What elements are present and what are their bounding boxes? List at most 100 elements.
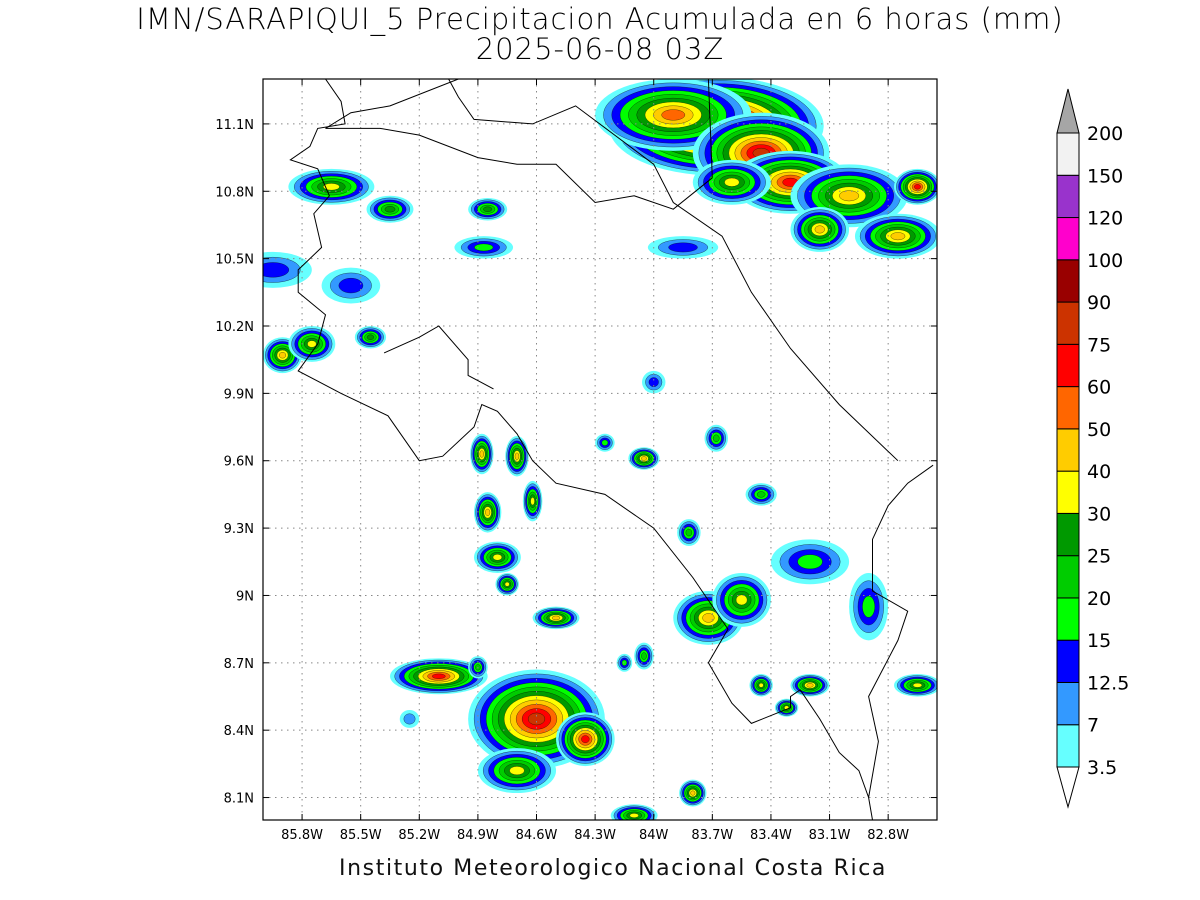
colorbar-swatch <box>1056 132 1080 176</box>
rain-contour-band <box>263 262 290 278</box>
colorbar-swatch <box>1056 343 1080 388</box>
rain-contour-band <box>530 497 535 506</box>
rain-contour-band <box>702 613 715 623</box>
rain-cell <box>288 326 336 362</box>
rain-cell <box>770 539 850 585</box>
rain-contour-band <box>685 528 693 537</box>
border-segment <box>868 464 934 798</box>
colorbar-lower-arrow <box>1056 766 1080 809</box>
rain-cell <box>749 674 773 697</box>
colorbar-label: 50 <box>1087 419 1111 441</box>
colorbar-label: 3.5 <box>1087 757 1117 779</box>
colorbar-swatch <box>1056 386 1080 430</box>
border-segment <box>707 79 713 178</box>
latitude-axis: 8.1N 8.4N 8.7N 9N 9.3N 9.6N 9.9N 10.2N 10.5N 10.8… <box>215 118 937 807</box>
border-segment <box>325 127 713 210</box>
colorbar-swatch <box>1056 217 1080 261</box>
colorbar-label: 100 <box>1087 250 1123 272</box>
rain-cell <box>473 541 521 573</box>
rain-cell <box>634 642 654 670</box>
rain-cell <box>647 236 719 259</box>
rain-contour-band <box>690 790 696 796</box>
rain-cell <box>263 251 312 288</box>
rain-contour-band <box>514 452 520 460</box>
rain-cell <box>595 433 615 452</box>
colorbar-label: 120 <box>1087 208 1123 230</box>
rain-contour-band <box>492 554 503 561</box>
rain-contour-band <box>485 508 491 516</box>
rain-contour-band <box>509 766 525 776</box>
lat-tick-label: 9.6N <box>224 455 254 470</box>
lon-tick-label: 84.6W <box>516 828 558 843</box>
rain-cell <box>454 236 514 259</box>
lon-tick-label: 84.3W <box>574 828 616 843</box>
rain-contour-band <box>551 615 561 621</box>
rain-cell <box>389 658 488 695</box>
rain-cell <box>505 436 529 477</box>
map-title: IMN/SARAPIQUI_5 Precipitacion Acumulada … <box>136 2 1064 36</box>
colorbar-swatch <box>1056 597 1080 641</box>
lat-tick-label: 8.1N <box>224 792 254 807</box>
colorbar: 3.5 7 12.5 15 20 25 30 40 50 60 75 90 100 120 150 200 <box>1056 88 1129 809</box>
colorbar-swatch <box>1056 724 1080 768</box>
plot-frame <box>262 78 938 821</box>
rain-cell <box>894 674 937 697</box>
rain-cell <box>692 159 771 205</box>
lat-tick-label: 9.9N <box>224 387 254 402</box>
rain-cell <box>477 748 557 794</box>
rain-contour-band <box>797 554 823 570</box>
rain-cell <box>470 433 494 475</box>
colorbar-label: 60 <box>1087 377 1111 399</box>
rain-contour-band <box>384 206 396 213</box>
rain-contour-band <box>432 673 446 679</box>
rain-contour-band <box>474 243 494 252</box>
rain-cell <box>522 480 543 522</box>
lat-tick-label: 9N <box>236 589 254 604</box>
colorbar-label: 25 <box>1087 546 1111 568</box>
rain-contour-band <box>338 277 364 294</box>
colorbar-swatch <box>1056 301 1080 345</box>
colorbar-swatch <box>1056 174 1080 219</box>
rain-cell <box>790 206 850 252</box>
rain-contour-band <box>581 735 590 744</box>
lon-tick-label: 83.4W <box>750 828 792 843</box>
lon-tick-label: 84.9W <box>457 828 499 843</box>
rain-cell <box>704 424 728 452</box>
lat-tick-label: 10.8N <box>215 185 254 200</box>
lat-tick-label: 10.2N <box>215 320 254 335</box>
lon-tick-label: 85.8W <box>281 828 323 843</box>
lon-tick-label: 84W <box>639 828 669 843</box>
lat-tick-label: 9.3N <box>224 522 254 537</box>
rain-contour-band <box>890 232 906 241</box>
rain-contour-band <box>912 682 923 688</box>
colorbar-label: 90 <box>1087 292 1111 314</box>
rain-cell <box>610 804 658 820</box>
colorbar-swatch <box>1056 470 1080 514</box>
rain-contour-band <box>735 594 748 606</box>
rain-contour-band <box>806 683 814 688</box>
colorbar-label: 75 <box>1087 334 1111 356</box>
rain-contour-band <box>758 682 764 688</box>
rain-contour-band <box>322 183 340 191</box>
rain-cell <box>745 483 777 506</box>
rain-cell <box>468 198 508 221</box>
rain-cell <box>321 267 381 304</box>
rain-contour-band <box>403 713 416 725</box>
colorbar-label: 150 <box>1087 165 1123 187</box>
rain-contour-band <box>279 351 287 359</box>
rain-cell <box>774 698 799 717</box>
rain-contour-band <box>641 652 647 660</box>
rain-contour-band <box>504 581 510 587</box>
colorbar-label: 20 <box>1087 588 1111 610</box>
rain-contour-band <box>641 456 647 461</box>
rain-contour-band <box>814 225 825 234</box>
rain-cell <box>894 168 937 205</box>
rain-cell <box>473 492 502 533</box>
rain-cell <box>712 573 771 627</box>
rain-cell <box>642 370 666 394</box>
colorbar-swatch <box>1056 428 1080 472</box>
colorbar-label: 12.5 <box>1087 672 1129 694</box>
coastline <box>289 79 937 820</box>
rain-contour-band <box>661 109 686 121</box>
